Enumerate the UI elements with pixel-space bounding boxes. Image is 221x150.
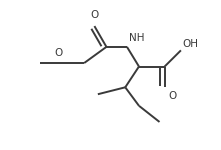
Text: OH: OH (183, 39, 199, 49)
Text: NH: NH (129, 33, 144, 43)
Text: O: O (90, 10, 99, 20)
Text: O: O (168, 91, 176, 101)
Text: O: O (54, 48, 63, 58)
